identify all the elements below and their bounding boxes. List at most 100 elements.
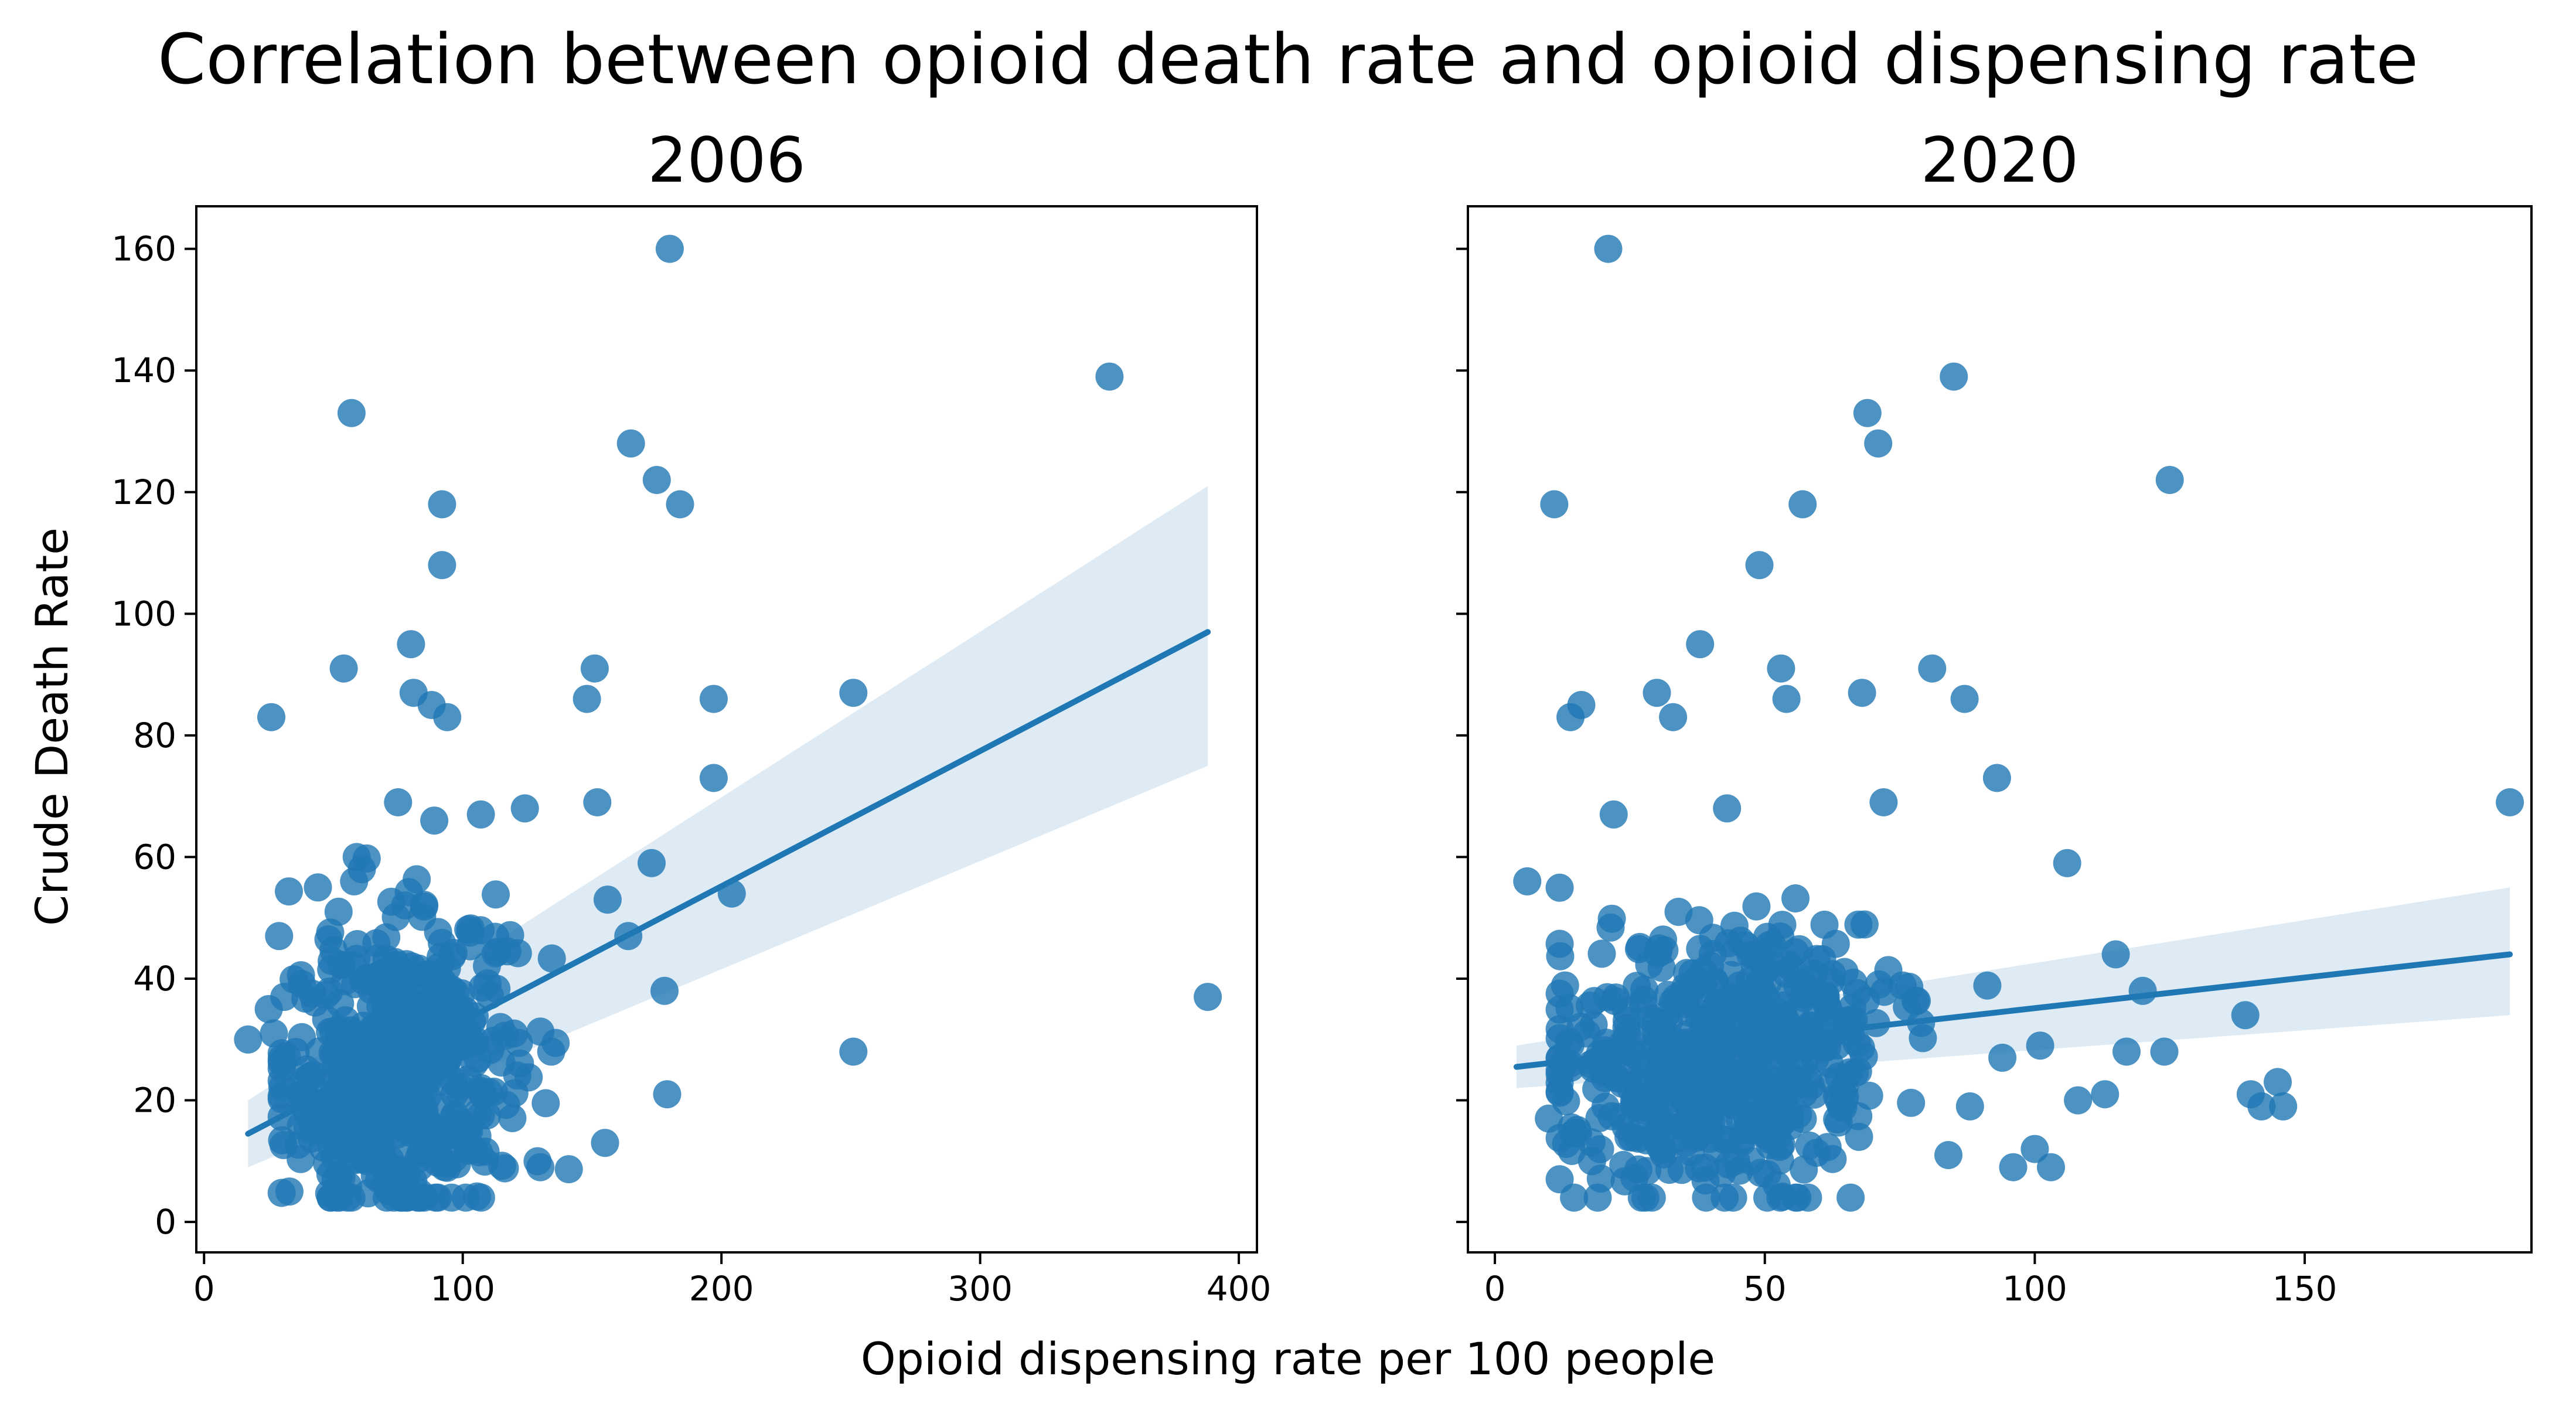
y-tick-label: 60 [133,837,176,877]
data-point [1633,1157,1662,1186]
data-point [839,679,868,707]
data-point [2091,1080,2120,1109]
data-point [1623,972,1651,1000]
data-point [318,1039,347,1068]
x-tick-label: 300 [948,1269,1013,1309]
data-point [1783,972,1812,1000]
y-tick-label: 0 [155,1202,176,1242]
data-point [699,764,728,792]
data-point [1770,991,1798,1020]
data-point [1999,1153,2028,1181]
data-point [490,1154,519,1183]
data-point [593,885,622,914]
data-point [1845,1122,1873,1151]
data-point [1862,1009,1890,1037]
data-point [1095,362,1124,391]
data-point [260,1019,288,1048]
data-point [1737,1147,1766,1175]
data-point [2020,1135,2049,1163]
data-point [616,429,645,458]
data-point [257,703,285,731]
data-point [1685,1119,1714,1147]
panel-title: 2006 [648,124,806,196]
data-point [1781,884,1810,912]
data-point [1585,1104,1614,1132]
data-point [1783,1183,1812,1212]
y-tick-label: 100 [111,594,176,634]
data-point [1825,1087,1853,1115]
data-point [1674,1069,1703,1098]
data-point [360,1162,389,1190]
panel-2006: 2006 0 100 200 300 400 0 20 40 60 80 100 120 140 160 [111,124,1271,1309]
data-point [2026,1031,2054,1060]
data-point [1596,913,1625,942]
data-point [1557,1113,1586,1142]
data-point [1802,945,1831,973]
data-point [367,1072,396,1101]
data-point [381,902,410,931]
data-point [1545,1078,1574,1107]
data-point [1535,1104,1563,1133]
data-point [1582,1075,1611,1104]
data-point [650,976,679,1005]
data-point [2269,1092,2298,1120]
data-point [554,1155,583,1184]
data-point [428,551,456,580]
data-point [347,855,376,884]
data-point [371,993,400,1021]
y-tick-label: 80 [133,716,176,755]
data-point [466,800,495,829]
data-point [1599,800,1628,829]
data-point [397,630,425,659]
data-point [1836,1183,1865,1212]
data-point [1853,399,1882,427]
data-point [1982,764,2011,792]
data-point [2231,1001,2260,1030]
data-point [267,1048,296,1077]
data-point [357,963,386,992]
data-point [1720,911,1749,940]
y-tick-label: 120 [111,472,176,512]
data-point [423,1123,452,1152]
data-point [1940,362,1968,391]
data-point [324,897,353,926]
data-point [1577,1147,1606,1176]
data-point [1709,1017,1737,1045]
data-point [466,1101,495,1130]
data-point [655,234,684,263]
data-point [1701,968,1729,997]
data-point [490,1021,519,1050]
data-point [234,1025,263,1054]
data-point [473,969,502,997]
data-point [414,960,443,988]
x-tick-label: 200 [689,1269,754,1309]
data-point [304,873,332,902]
data-point [2247,1092,2276,1120]
data-point [1643,679,1671,707]
data-point [1758,931,1787,959]
data-point [359,1109,388,1137]
data-point [421,1183,450,1212]
data-point [267,1085,296,1113]
data-point [381,948,409,976]
data-point [2496,788,2524,816]
data-point [573,684,601,713]
data-point [526,1153,555,1181]
data-point [1988,1043,2017,1072]
data-point [287,1145,315,1173]
data-point [1742,892,1771,921]
data-point [1738,1102,1766,1131]
data-point [1864,429,1893,458]
data-point [2264,1068,2292,1096]
y-tick-label: 20 [133,1081,176,1120]
data-point [1545,929,1574,958]
data-point [1973,971,2002,1000]
data-point [1897,1088,1926,1117]
data-point [1583,1183,1612,1212]
confidence-band [248,486,1208,1167]
data-point [1665,987,1694,1016]
data-point [433,703,462,731]
data-point [291,984,320,1013]
data-point [1646,1108,1675,1136]
